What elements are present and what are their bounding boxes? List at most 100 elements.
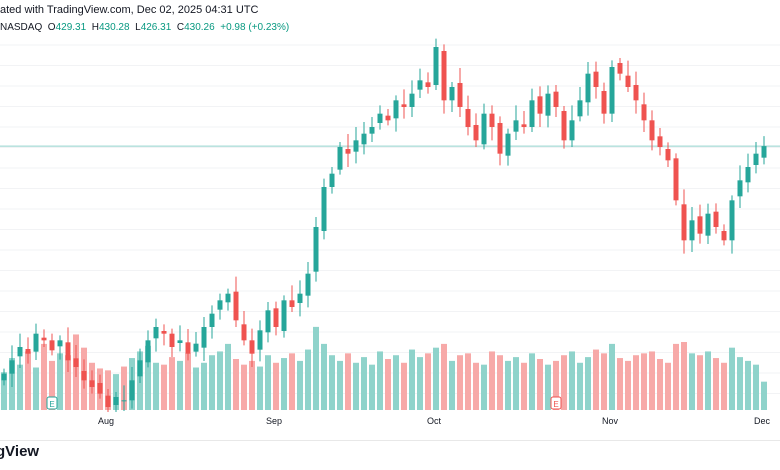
volume-bar: [609, 343, 615, 410]
volume-bar: [289, 353, 295, 410]
candle-body: [657, 136, 663, 147]
volume-bar: [649, 351, 655, 410]
volume-bar: [425, 353, 431, 410]
candle-body: [105, 395, 111, 407]
open-label: O: [47, 22, 56, 33]
volume-bar: [49, 360, 55, 410]
candle-body: [481, 113, 487, 145]
volume-bar: [705, 351, 711, 410]
low-label: L: [135, 22, 141, 33]
volume-bar: [625, 360, 631, 410]
volume-bar: [689, 353, 695, 410]
candle-body: [313, 227, 319, 272]
candle-body: [369, 127, 375, 134]
volume-bar: [633, 355, 639, 410]
candle-body: [441, 51, 447, 101]
candle-body: [49, 340, 55, 351]
candle-body: [425, 82, 431, 87]
candle-body: [705, 213, 711, 236]
candle-body: [625, 75, 631, 87]
volume-bar: [233, 359, 239, 410]
candle-body: [81, 371, 87, 381]
candle-body: [273, 308, 279, 327]
volume-bar: [209, 355, 215, 410]
volume-bar: [249, 360, 255, 410]
candle-body: [521, 124, 527, 127]
volume-bar: [161, 364, 167, 410]
earnings-event-marker: [46, 396, 58, 410]
candle-body: [553, 91, 559, 107]
earnings-event-label: E: [49, 400, 54, 409]
candle-body: [609, 67, 615, 114]
volume-bar: [33, 367, 39, 410]
candle-body: [577, 100, 583, 117]
volume-bar: [41, 343, 47, 410]
candle-body: [561, 111, 567, 141]
time-axis-tick: Nov: [601, 416, 619, 426]
candle-body: [73, 358, 79, 367]
volume-bar: [761, 381, 767, 410]
candle-body: [377, 113, 383, 123]
candle-body: [409, 93, 415, 107]
volume-bar: [329, 355, 335, 410]
volume-bar: [673, 343, 679, 410]
candle-body: [417, 80, 423, 90]
candle-body: [65, 342, 71, 361]
low-value: 426.31: [140, 22, 172, 33]
candle-body: [393, 100, 399, 119]
volume-bar: [553, 360, 559, 410]
volume-bar: [313, 326, 319, 410]
volume-bar: [561, 355, 567, 410]
volume-bar: [145, 345, 151, 410]
volume-bar: [345, 353, 351, 410]
axis-divider: [0, 440, 780, 441]
volume-bar: [441, 343, 447, 410]
candle-body: [465, 109, 471, 127]
volume-bar: [193, 367, 199, 410]
close-value: 430.26: [184, 22, 215, 33]
change-value: +0.98 (+0.23%): [220, 22, 290, 33]
time-axis-tick: Oct: [426, 416, 442, 426]
candle-body: [9, 360, 15, 374]
candle-body: [17, 347, 23, 357]
high-label: H: [91, 22, 99, 33]
candle-body: [113, 397, 119, 405]
volume-bar: [569, 351, 575, 410]
candle-body: [729, 200, 735, 241]
volume-bar: [225, 343, 231, 410]
volume-bar: [409, 349, 415, 410]
candle-body: [489, 113, 495, 127]
volume-bar: [321, 343, 327, 410]
candle-body: [225, 293, 231, 303]
candle-body: [337, 147, 343, 170]
candle-body: [97, 383, 103, 394]
volume-bar: [281, 358, 287, 410]
volume-bar: [65, 355, 71, 410]
exchange: NASDAQ: [0, 22, 43, 33]
time-axis-tick: Dec: [753, 416, 771, 426]
candle-body: [681, 204, 687, 241]
volume-bar: [681, 342, 687, 410]
volume-bar: [377, 351, 383, 410]
volume-bar: [545, 364, 551, 410]
volume-bar: [169, 357, 175, 410]
candle-body: [649, 120, 655, 141]
volume-bar: [665, 362, 671, 410]
volume-bar: [385, 359, 391, 410]
volume-bar: [465, 353, 471, 410]
volume-bar: [217, 351, 223, 410]
volume-bar: [185, 353, 191, 410]
candle-body: [385, 115, 391, 121]
volume-bar: [473, 362, 479, 410]
earnings-event-label: E: [553, 400, 558, 409]
volume-bar: [297, 360, 303, 410]
candle-body: [89, 380, 95, 387]
open-value: 429.31: [55, 22, 87, 33]
volume-bar: [273, 362, 279, 410]
volume-bar: [601, 353, 607, 410]
candle-body: [737, 180, 743, 197]
candle-body: [593, 71, 599, 87]
volume-bar: [17, 364, 23, 410]
ohlc-legend: NASDAQ O429.31 H430.28 L426.31 C430.26 +…: [0, 22, 289, 33]
